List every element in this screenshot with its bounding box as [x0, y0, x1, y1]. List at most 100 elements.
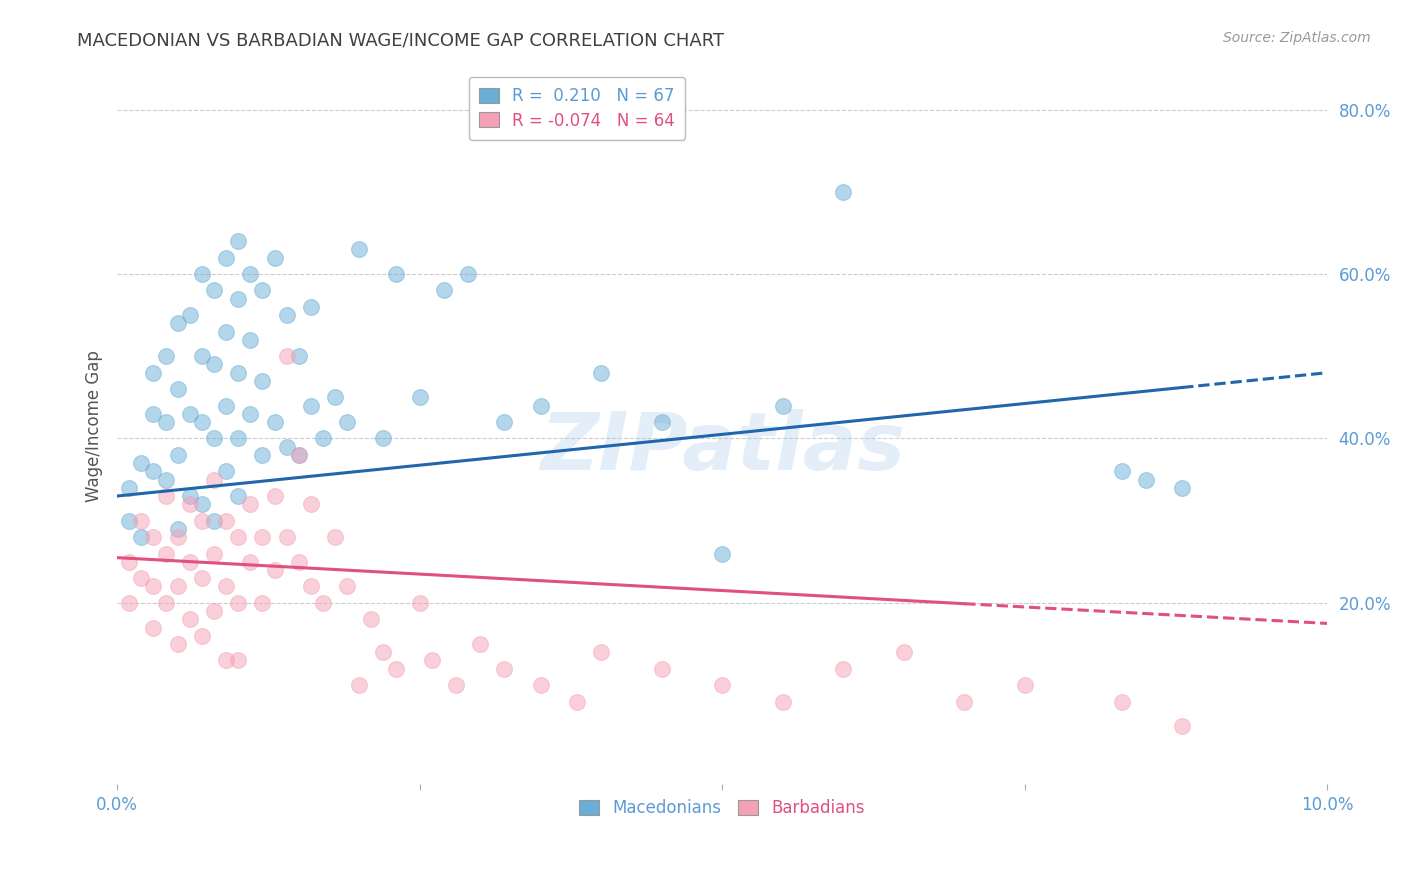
Point [118, 514, 141, 528]
Point [287, 448, 309, 462]
Point [166, 579, 188, 593]
Legend: Macedonians, Barbadians: Macedonians, Barbadians [571, 791, 873, 825]
Point [166, 530, 188, 544]
Point [191, 267, 214, 281]
Point [239, 333, 262, 347]
Point [155, 596, 177, 610]
Point [651, 662, 673, 676]
Text: MACEDONIAN VS BARBADIAN WAGE/INCOME GAP CORRELATION CHART: MACEDONIAN VS BARBADIAN WAGE/INCOME GAP … [77, 31, 724, 49]
Point [166, 637, 188, 651]
Point [263, 251, 285, 265]
Point [457, 267, 479, 281]
Point [444, 678, 467, 692]
Point [155, 547, 177, 561]
Point [191, 571, 214, 585]
Point [1171, 719, 1194, 733]
Point [179, 612, 201, 626]
Point [276, 440, 298, 454]
Point [226, 530, 249, 544]
Point [142, 366, 165, 380]
Point [215, 325, 238, 339]
Point [530, 678, 553, 692]
Point [336, 415, 359, 429]
Point [287, 448, 309, 462]
Point [215, 514, 238, 528]
Point [276, 530, 298, 544]
Point [202, 547, 225, 561]
Point [252, 374, 274, 388]
Point [651, 415, 673, 429]
Point [215, 579, 238, 593]
Point [530, 399, 553, 413]
Point [202, 514, 225, 528]
Point [131, 530, 153, 544]
Point [155, 473, 177, 487]
Point [711, 547, 734, 561]
Point [832, 662, 855, 676]
Point [191, 497, 214, 511]
Point [142, 530, 165, 544]
Point [131, 571, 153, 585]
Point [1014, 678, 1036, 692]
Point [591, 645, 613, 659]
Point [470, 637, 492, 651]
Point [239, 267, 262, 281]
Point [373, 432, 395, 446]
Point [191, 415, 214, 429]
Point [155, 415, 177, 429]
Text: ZIPatlas: ZIPatlas [540, 409, 905, 486]
Point [772, 694, 794, 708]
Point [166, 317, 188, 331]
Point [179, 489, 201, 503]
Point [179, 497, 201, 511]
Point [155, 349, 177, 363]
Point [179, 555, 201, 569]
Point [336, 579, 359, 593]
Point [166, 382, 188, 396]
Point [299, 579, 322, 593]
Point [226, 489, 249, 503]
Point [252, 448, 274, 462]
Point [179, 308, 201, 322]
Point [409, 596, 432, 610]
Point [202, 358, 225, 372]
Point [263, 563, 285, 577]
Point [226, 234, 249, 248]
Point [142, 621, 165, 635]
Point [299, 399, 322, 413]
Point [287, 349, 309, 363]
Point [1135, 473, 1157, 487]
Point [409, 390, 432, 404]
Point [118, 481, 141, 495]
Point [191, 514, 214, 528]
Point [118, 555, 141, 569]
Point [179, 407, 201, 421]
Point [384, 662, 406, 676]
Point [1171, 481, 1194, 495]
Point [347, 678, 370, 692]
Text: Source: ZipAtlas.com: Source: ZipAtlas.com [1223, 31, 1371, 45]
Point [433, 284, 456, 298]
Point [1111, 464, 1133, 478]
Point [287, 555, 309, 569]
Point [591, 366, 613, 380]
Point [252, 530, 274, 544]
Point [494, 415, 516, 429]
Point [953, 694, 976, 708]
Point [420, 653, 443, 667]
Point [191, 349, 214, 363]
Point [323, 390, 346, 404]
Point [142, 579, 165, 593]
Point [226, 366, 249, 380]
Point [299, 300, 322, 314]
Point [215, 464, 238, 478]
Point [142, 464, 165, 478]
Point [772, 399, 794, 413]
Point [215, 251, 238, 265]
Point [239, 555, 262, 569]
Point [226, 596, 249, 610]
Point [142, 407, 165, 421]
Point [226, 432, 249, 446]
Point [312, 432, 335, 446]
Y-axis label: Wage/Income Gap: Wage/Income Gap [86, 351, 103, 502]
